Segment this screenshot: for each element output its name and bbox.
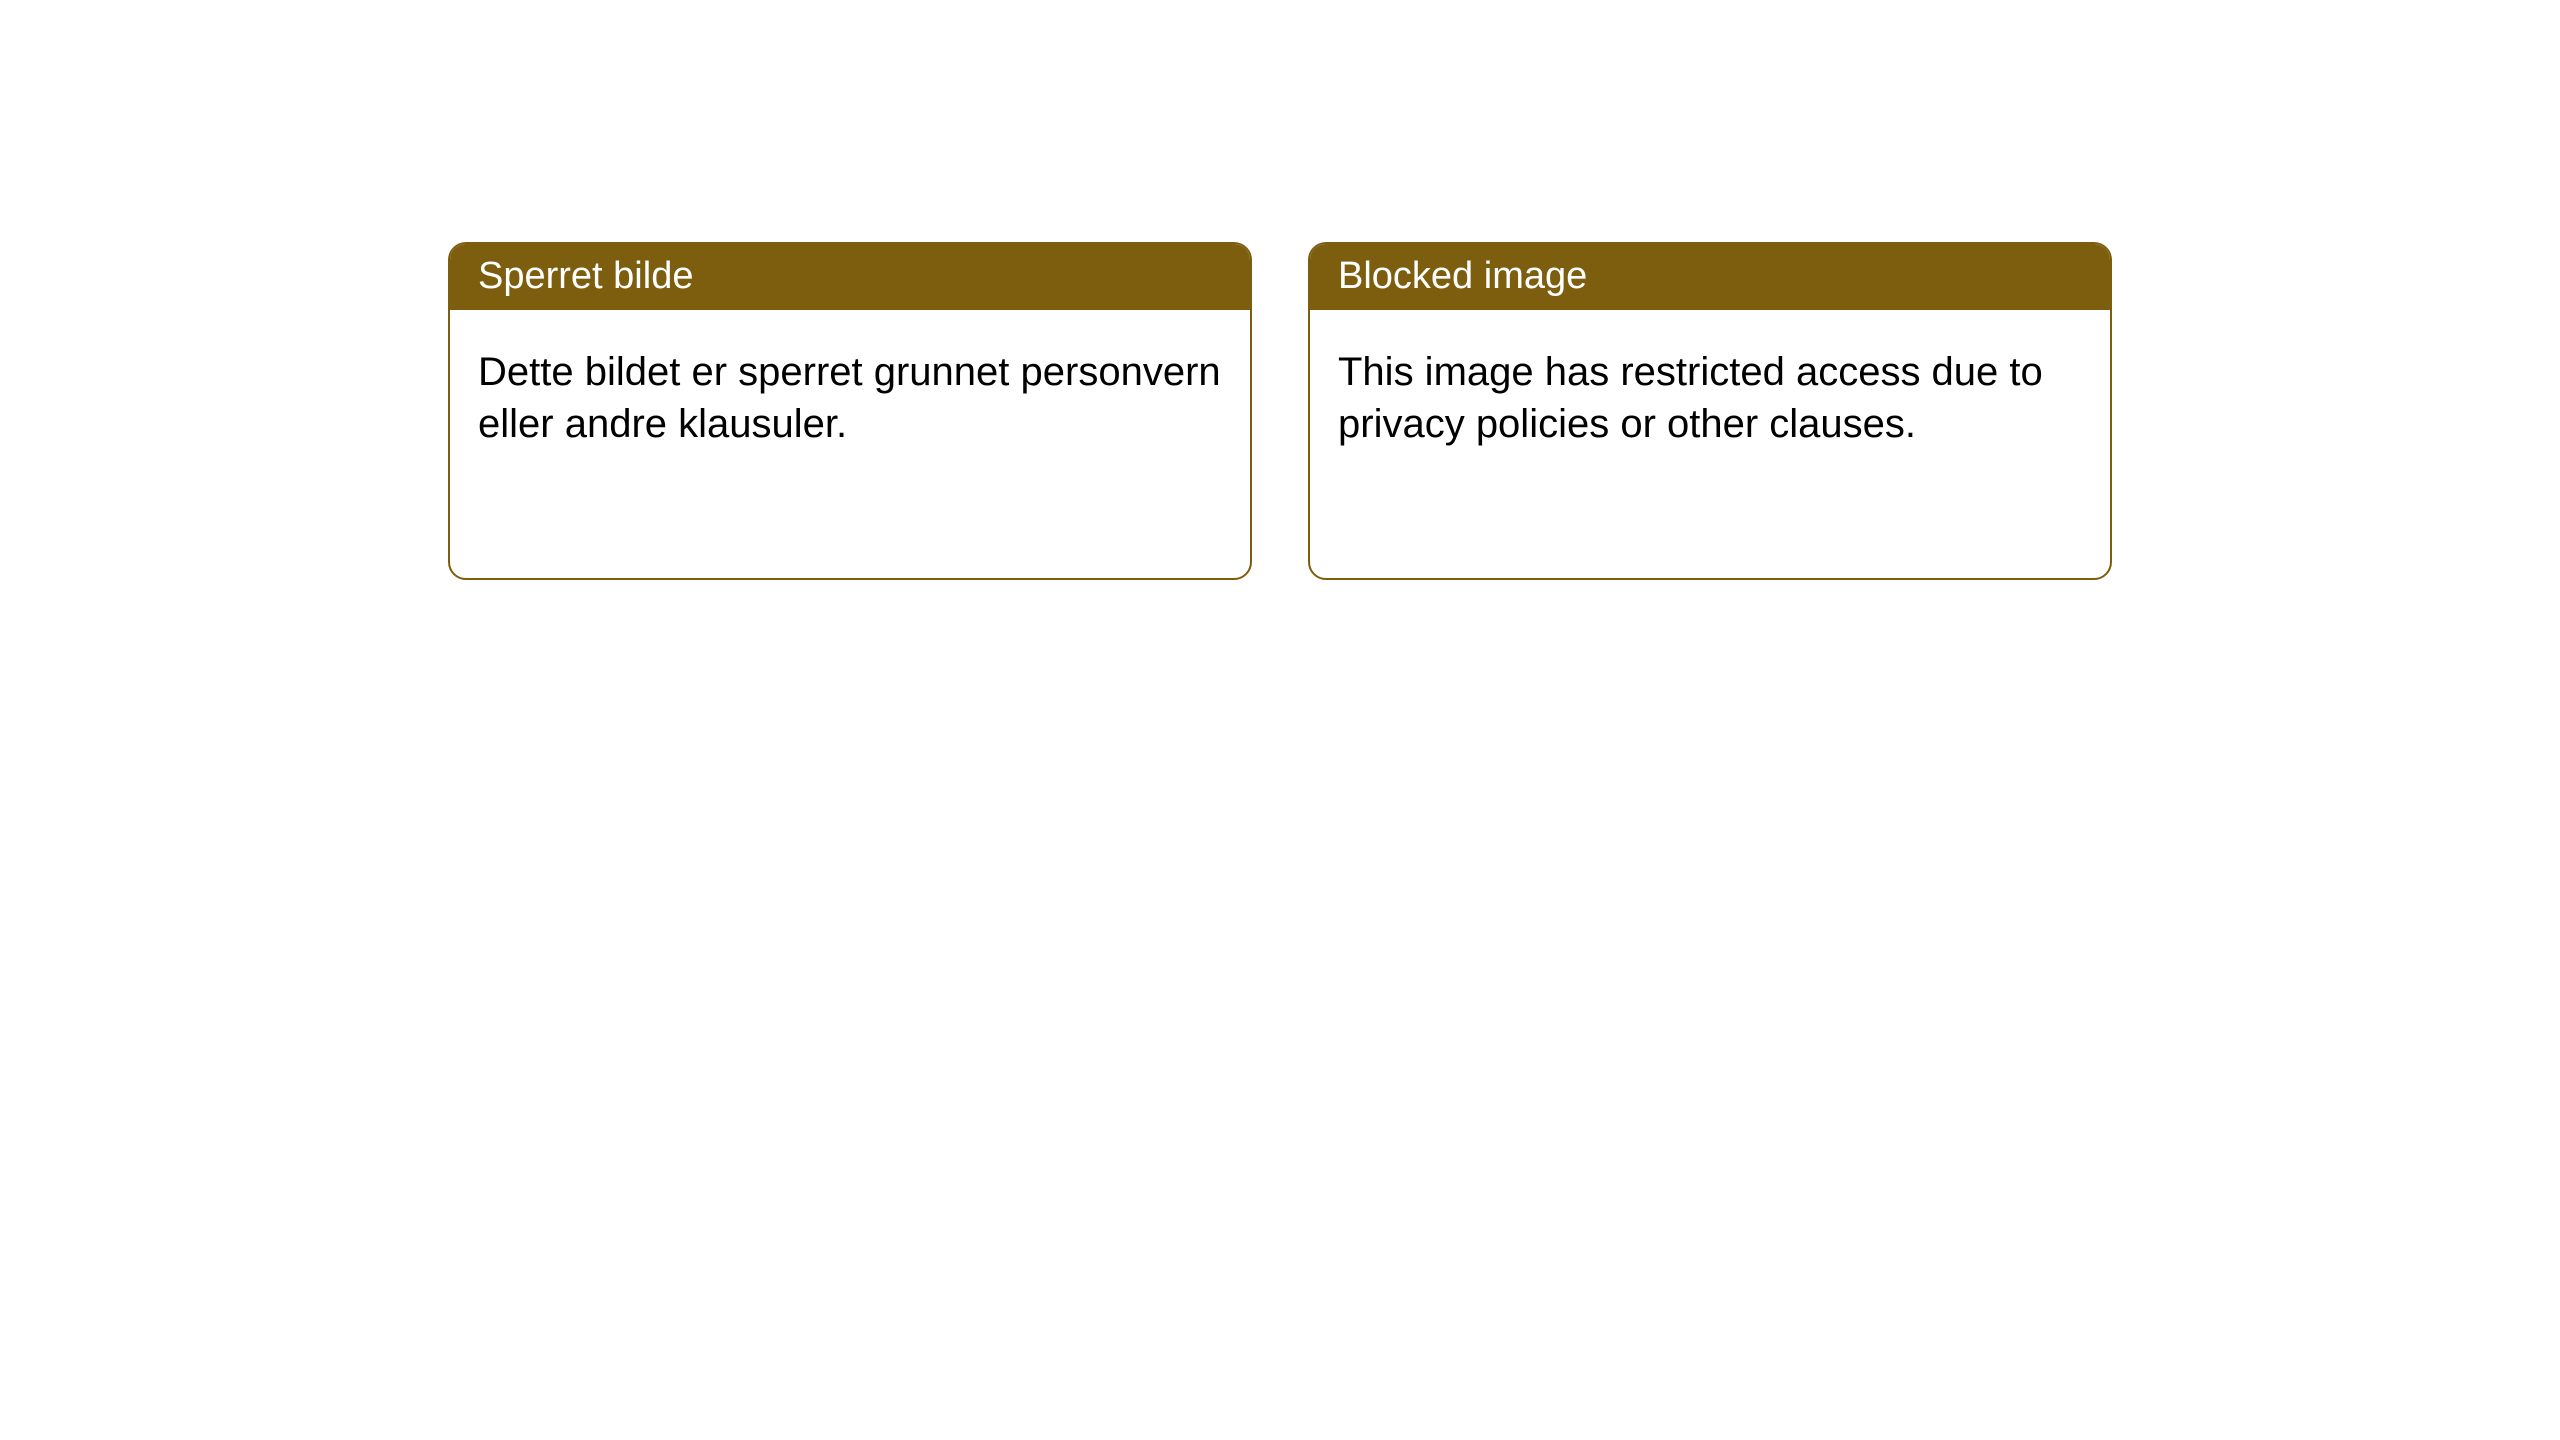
notice-body-text: Dette bildet er sperret grunnet personve…: [478, 350, 1221, 446]
notice-header: Blocked image: [1310, 244, 2110, 310]
notice-card-norwegian: Sperret bilde Dette bildet er sperret gr…: [448, 242, 1252, 580]
notice-body: Dette bildet er sperret grunnet personve…: [450, 310, 1250, 486]
notice-container: Sperret bilde Dette bildet er sperret gr…: [0, 0, 2560, 580]
notice-title: Sperret bilde: [478, 255, 693, 297]
notice-body: This image has restricted access due to …: [1310, 310, 2110, 486]
notice-body-text: This image has restricted access due to …: [1338, 350, 2043, 446]
notice-card-english: Blocked image This image has restricted …: [1308, 242, 2112, 580]
notice-title: Blocked image: [1338, 255, 1587, 297]
notice-header: Sperret bilde: [450, 244, 1250, 310]
